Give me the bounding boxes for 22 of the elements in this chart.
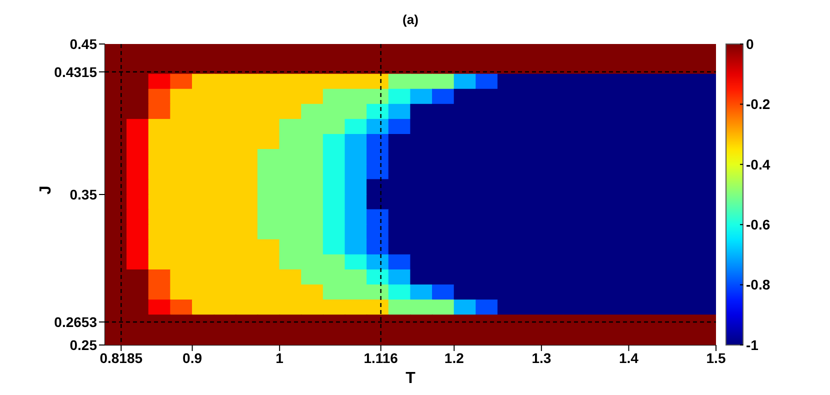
x-tick-label: 1.2 [444, 350, 464, 366]
x-axis-title: T [406, 370, 416, 387]
color-bar-label: -0.6 [746, 216, 770, 232]
x-tick-label: 1.116 [364, 350, 398, 366]
color-bar-label: 0 [746, 36, 754, 52]
chart-title: (a) [402, 12, 420, 27]
x-tick-label: 0.9 [182, 350, 202, 366]
y-tick-label: 0.2653 [54, 314, 98, 330]
x-tick-label: 1.3 [532, 350, 552, 366]
color-bar-label: -0.2 [746, 96, 770, 112]
y-tick-label: 0.35 [70, 186, 98, 202]
x-tick-label: 1.5 [706, 350, 726, 366]
x-tick-label: 1.4 [618, 350, 639, 366]
color-bar-label: -0.4 [746, 156, 770, 172]
y-tick-label: 0.4315 [54, 64, 98, 80]
y-tick-label: 0.45 [70, 36, 98, 52]
y-tick-label: 0.25 [70, 336, 98, 353]
color-bar-label: -1 [746, 336, 759, 353]
y-axis-title: J [38, 186, 55, 194]
color-bar-label: -0.8 [746, 276, 770, 293]
x-tick-label: 0.8185 [100, 350, 143, 366]
x-tick-label: 1 [276, 350, 284, 366]
